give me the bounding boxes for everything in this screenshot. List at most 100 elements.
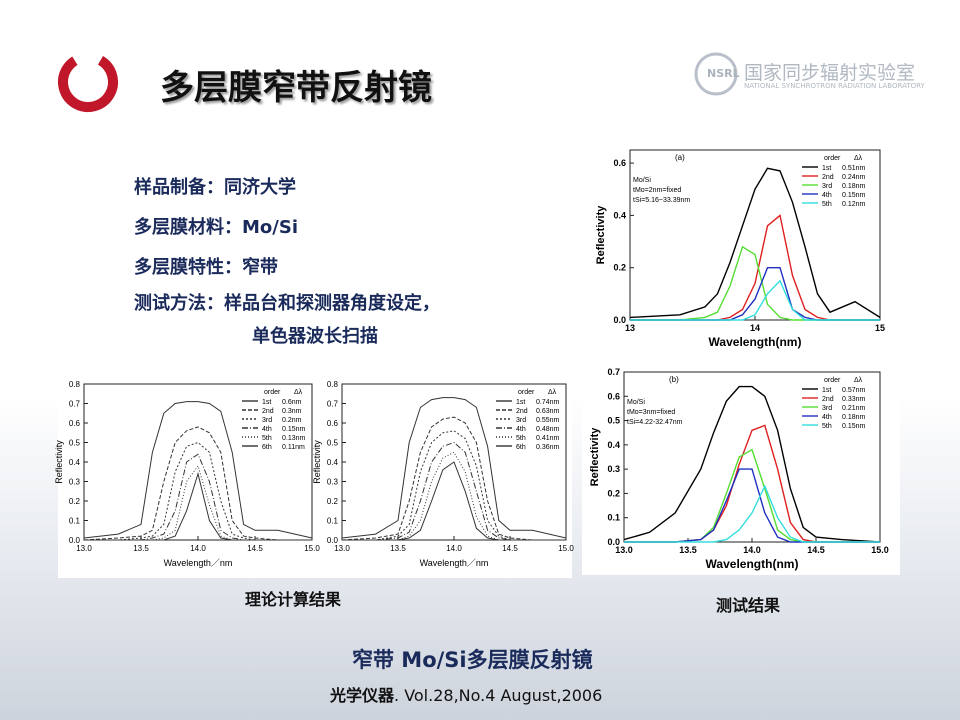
series-line	[342, 461, 566, 541]
series-line	[623, 385, 881, 543]
legend-label: 5th	[822, 201, 832, 208]
bullet: 测试方法：样品台和探测器角度设定，	[134, 293, 440, 314]
y-tick-label: 0.6	[69, 419, 81, 428]
legend-label: 0.57nm	[842, 387, 866, 394]
y-tick-label: 0.3	[607, 464, 620, 474]
y-tick-label: 0.0	[327, 536, 339, 545]
legend-label: 0.33nm	[842, 396, 866, 403]
y-axis-label: Reflectivity	[595, 205, 607, 265]
series-line	[83, 401, 313, 539]
legend-label: 0.48nm	[536, 426, 560, 433]
series-line	[84, 464, 312, 541]
annotation: tMo=2nm=fixed	[633, 187, 681, 194]
x-tick-label: 13.5	[679, 545, 697, 555]
bullet: 单色器波长扫描	[252, 326, 378, 347]
y-tick-label: 0.5	[69, 439, 81, 448]
legend-label: 0.36nm	[536, 444, 560, 451]
legend-label: 3rd	[262, 417, 272, 424]
citation-text: . Vol.28,No.4 August,2006	[394, 686, 603, 705]
y-tick-label: 0.7	[69, 400, 81, 409]
y-tick-label: 0.1	[69, 517, 81, 526]
x-tick-label: 14.0	[190, 544, 206, 553]
x-axis-label: Wavelength(nm)	[706, 557, 799, 571]
legend-label: 0.21nm	[842, 405, 866, 412]
plot-frame	[83, 383, 313, 541]
y-tick-label: 0.1	[327, 517, 339, 526]
legend-label: 0.11nm	[282, 444, 305, 451]
series-line	[630, 279, 880, 321]
annotation: Mo/Si	[633, 177, 651, 184]
series-line	[624, 484, 880, 543]
legend-label: 4th	[822, 414, 832, 421]
legend-title: Δλ	[854, 155, 863, 162]
legend-label: 2nd	[262, 408, 274, 415]
title: 多层膜窄带反射镜	[160, 68, 432, 108]
legend-label: 3rd	[822, 405, 832, 412]
x-tick-label: 14.0	[743, 545, 761, 555]
legend-label: 1st	[822, 165, 831, 172]
legend-label: 0.15nm	[282, 426, 306, 433]
series-line	[630, 267, 880, 321]
legend-label: 0.15nm	[842, 423, 866, 430]
legend-label: 2nd	[516, 408, 528, 415]
y-tick-label: 0.0	[607, 537, 620, 547]
series-line	[84, 453, 312, 541]
legend-label: 0.18nm	[842, 414, 866, 421]
series-line	[341, 416, 566, 541]
legend-label: 4th	[262, 426, 272, 433]
legend-title: order	[264, 389, 281, 396]
y-tick-label: 0.7	[607, 367, 620, 377]
legend-label: 0.51nm	[842, 165, 866, 172]
y-axis-label: Reflectivity	[312, 440, 322, 484]
y-tick-label: 0.8	[327, 380, 339, 389]
legend-label: 0.55nm	[536, 417, 560, 424]
legend-label: 0.12nm	[842, 201, 866, 208]
y-tick-label: 0.7	[327, 400, 339, 409]
caption: 理论计算结果	[245, 590, 342, 609]
x-axis-label: Wavelength／nm	[420, 558, 489, 568]
legend-title: Δλ	[548, 389, 557, 396]
legend-label: 0.63nm	[536, 408, 560, 415]
y-tick-label: 0.4	[327, 458, 339, 467]
legend-label: 1st	[516, 399, 525, 406]
y-axis-label: Reflectivity	[54, 440, 64, 484]
y-tick-label: 0.3	[327, 478, 339, 487]
legend-label: 4th	[516, 426, 526, 433]
series-line	[84, 471, 312, 541]
series-line	[624, 448, 880, 543]
legend-label: 2nd	[822, 174, 834, 181]
logo-en: NATIONAL SYNCHROTRON RADIATION LABORATOR…	[744, 82, 925, 90]
panel-label: (b)	[669, 375, 679, 384]
y-tick-label: 0.2	[613, 263, 626, 273]
y-tick-label: 0.4	[69, 458, 81, 467]
theory-frame	[58, 373, 572, 578]
x-tick-label: 13.0	[76, 544, 92, 553]
x-tick-label: 13	[625, 323, 635, 333]
y-tick-label: 0.6	[613, 158, 626, 168]
annotation: Mo/Si	[627, 399, 645, 406]
legend-label: 3rd	[516, 417, 526, 424]
legend-title: Δλ	[294, 389, 303, 396]
y-tick-label: 0.8	[69, 380, 81, 389]
y-tick-label: 0.4	[607, 440, 620, 450]
x-tick-label: 14.5	[502, 544, 518, 553]
citation: 光学仪器. Vol.28,No.4 August,2006	[330, 682, 602, 706]
y-tick-label: 0.1	[607, 513, 620, 523]
x-tick-label: 13.0	[334, 544, 350, 553]
annotation: tSi=5.16~33.39nm	[633, 197, 690, 204]
bullet: 多层膜材料：Mo/Si	[134, 217, 298, 238]
annotation: tMo=3nm=fixed	[627, 409, 675, 416]
y-tick-label: 0.6	[327, 419, 339, 428]
legend-title: order	[824, 155, 841, 162]
x-tick-label: 14.5	[247, 544, 263, 553]
series-line	[83, 426, 312, 541]
footer-title: 窄带 Mo/Si多层膜反射镜	[352, 648, 593, 672]
x-tick-label: 13.5	[133, 544, 149, 553]
x-tick-label: 13.5	[390, 544, 406, 553]
legend-label: 6th	[262, 444, 272, 451]
x-tick-label: 15.0	[304, 544, 320, 553]
legend-label: 1st	[262, 399, 271, 406]
legend-label: 0.24nm	[842, 174, 866, 181]
